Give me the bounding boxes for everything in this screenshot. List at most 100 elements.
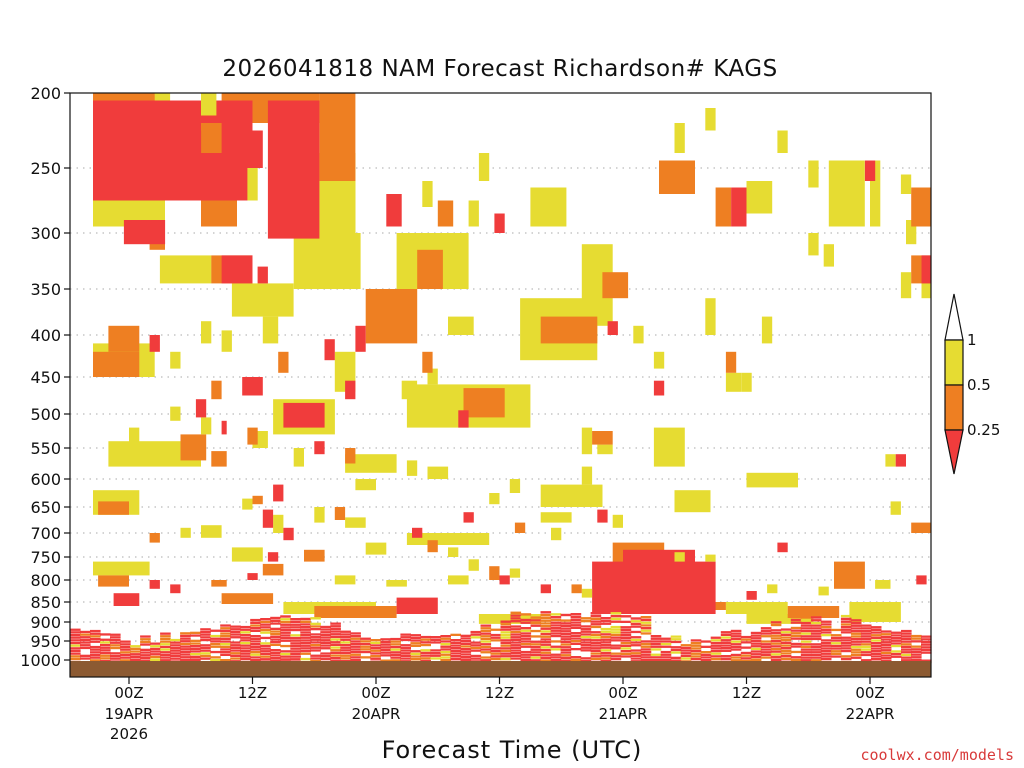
bl-cell-yellow [870, 639, 882, 642]
bl-cell-red [901, 651, 912, 654]
bl-cell-yellow [820, 634, 832, 637]
bl-cell-red [660, 653, 672, 656]
bl-cell-orange [260, 620, 271, 624]
bl-cell-red [290, 623, 301, 626]
y-tick-label-750: 750 [30, 548, 61, 567]
bl-cell-red [570, 618, 582, 621]
bl-cell-yellow [130, 645, 141, 648]
bl-cell-red [250, 637, 261, 640]
bl-cell-red [230, 644, 241, 647]
cell-red [653, 380, 665, 396]
bl-cell-red [530, 619, 542, 622]
bl-cell-red [120, 653, 131, 657]
bl-cell-red [360, 650, 371, 654]
bl-cell-red [290, 642, 301, 645]
bl-cell-red [70, 636, 81, 639]
bl-cell-red [430, 641, 441, 644]
bl-cell-red [600, 646, 612, 649]
bl-cell-yellow [430, 657, 441, 660]
bl-cell-red [160, 651, 171, 654]
bl-cell-orange [310, 644, 321, 647]
bl-cell-orange [270, 633, 281, 636]
bl-cell-orange [490, 639, 502, 642]
bl-cell-red [660, 645, 672, 648]
bl-cell-red [550, 634, 562, 638]
bl-cell-orange [770, 623, 782, 627]
bl-cell-red [340, 633, 351, 636]
cell-yellow [870, 160, 881, 227]
bl-cell-red [500, 620, 512, 623]
bl-cell-red [660, 656, 672, 659]
cell-yellow [808, 233, 819, 256]
bl-cell-red [760, 645, 772, 648]
bl-cell-orange [830, 628, 842, 632]
bl-cell-red [480, 659, 492, 663]
bl-cell-red [520, 621, 532, 624]
bl-cell-red [320, 633, 331, 637]
bl-cell-orange [110, 644, 121, 647]
bl-cell-red [240, 647, 251, 650]
bl-cell-orange [550, 618, 562, 622]
bl-cell-red [630, 625, 642, 628]
bl-cell-red [650, 658, 662, 663]
bl-cell-red [290, 628, 301, 632]
bl-cell-red [710, 644, 722, 647]
x-tick-label-72: 00Z [855, 684, 884, 702]
bl-cell-red [300, 639, 311, 642]
bl-cell-red [340, 651, 351, 655]
region-red [396, 597, 438, 614]
bl-cell-yellow [200, 652, 211, 655]
bl-cell-orange [850, 648, 862, 651]
bl-cell-red [590, 649, 602, 652]
bl-cell-red [550, 658, 562, 663]
bl-cell-red [130, 655, 141, 658]
region-yellow [93, 561, 150, 576]
bl-cell-red [210, 637, 221, 640]
bl-cell-red [510, 617, 522, 620]
bl-cell-red [911, 656, 922, 659]
bl-cell-red [200, 638, 211, 642]
bl-cell-yellow [420, 649, 431, 652]
bl-cell-orange [450, 633, 461, 636]
cell-yellow [530, 187, 567, 227]
bl-cell-red [100, 643, 111, 647]
bl-cell-red [880, 630, 892, 633]
bl-cell-red [230, 649, 241, 652]
bl-cell-red [220, 624, 231, 627]
bl-cell-red [310, 657, 321, 660]
cell-yellow [422, 181, 433, 207]
bl-cell-yellow [580, 635, 592, 639]
bl-cell-red [700, 656, 712, 659]
bl-cell-yellow [600, 627, 612, 631]
legend-label-0.25: 0.25 [967, 421, 1000, 439]
cell-yellow [808, 160, 819, 188]
bl-cell-red [110, 638, 121, 642]
bl-cell-yellow [100, 641, 111, 644]
bl-cell-red [560, 640, 572, 644]
bl-cell-red [320, 647, 331, 650]
region-yellow [448, 316, 474, 335]
cell-yellow [674, 123, 685, 153]
cell-yellow [201, 417, 212, 435]
bl-cell-red [210, 629, 221, 632]
bl-cell-orange [840, 655, 852, 658]
bl-cell-red [170, 644, 181, 647]
bl-cell-red [510, 649, 522, 652]
region-red [113, 593, 140, 606]
bl-cell-yellow [590, 636, 602, 639]
y-tick-label-350: 350 [30, 280, 61, 299]
region-red [458, 410, 469, 428]
bl-cell-orange [530, 616, 542, 619]
bl-cell-red [500, 639, 512, 642]
region-orange [319, 93, 356, 181]
bl-cell-red [450, 649, 461, 652]
bl-cell-orange [420, 657, 431, 660]
bl-cell-red [240, 657, 251, 661]
bl-cell-red [260, 658, 271, 661]
plot-area-frame [69, 92, 932, 678]
x-tick-label-0: 00Z [114, 684, 143, 702]
cell-yellow [345, 517, 366, 528]
cell-yellow [489, 493, 500, 505]
bl-cell-orange [590, 657, 602, 660]
bl-cell-red [350, 650, 361, 654]
